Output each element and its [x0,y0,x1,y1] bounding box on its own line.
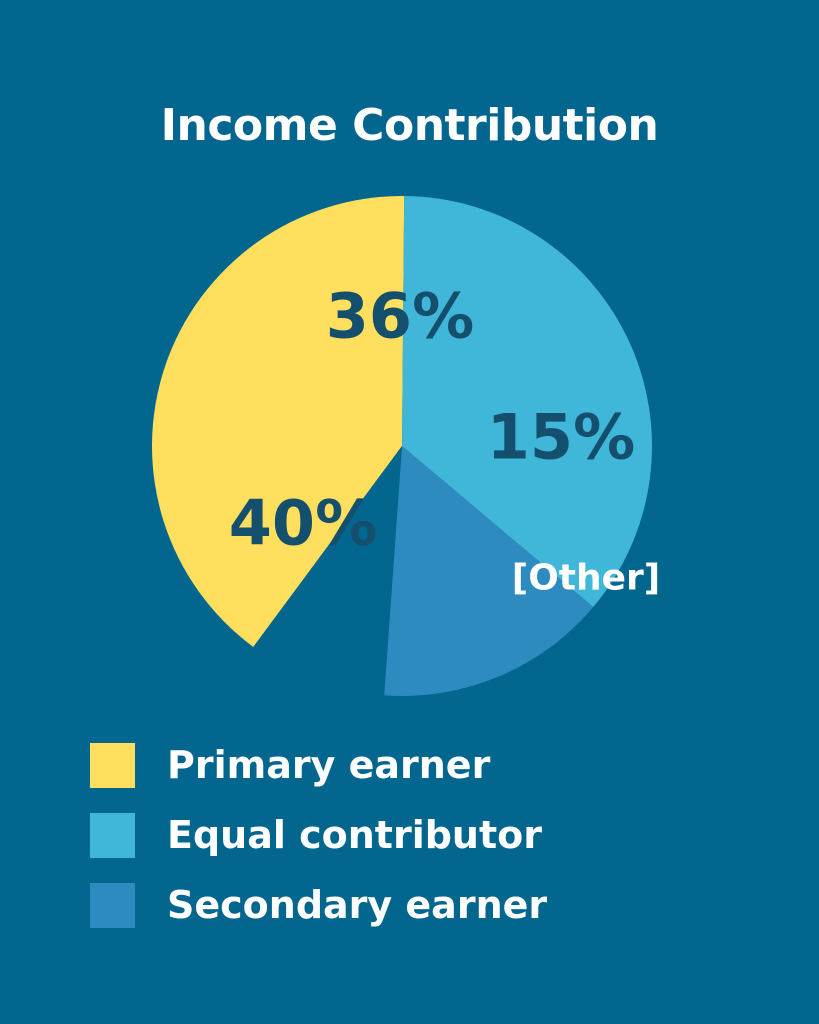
legend-item-primary-earner: Primary earner [90,742,547,788]
legend-label-primary-earner: Primary earner [167,743,491,787]
legend-swatch-equal-contributor [90,812,135,858]
pie-value-label-equal-contributor: 36% [326,280,474,353]
legend: Primary earner Equal contributor Seconda… [90,742,548,953]
legend-label-secondary-earner: Secondary earner [167,883,548,927]
legend-swatch-primary-earner [90,742,135,788]
legend-item-equal-contributor: Equal contributor [90,812,547,858]
pie-slice-secondary-earner [384,446,594,696]
pie-value-label-secondary-earner: 15% [487,401,635,474]
pie-value-label-other: [Other] [512,558,661,599]
legend-item-secondary-earner: Secondary earner [90,882,548,928]
pie-value-label-primary-earner: 40% [229,487,377,560]
legend-label-equal-contributor: Equal contributor [167,813,542,857]
pie-slice-other [253,446,402,696]
pie-slice-primary-earner [152,196,405,647]
pie-slice-equal-contributor [402,196,652,608]
chart-title: Income Contribution [160,100,659,151]
legend-swatch-secondary-earner [90,882,135,928]
